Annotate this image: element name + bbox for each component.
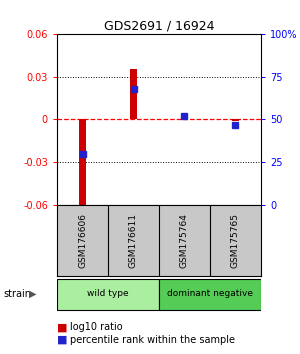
Text: ▶: ▶ — [28, 289, 36, 299]
Text: ■: ■ — [57, 322, 68, 332]
Text: GSM175764: GSM175764 — [180, 213, 189, 268]
FancyBboxPatch shape — [159, 279, 261, 310]
Text: GSM176611: GSM176611 — [129, 213, 138, 268]
Bar — [130, 69, 136, 120]
Text: GSM175765: GSM175765 — [231, 213, 240, 268]
Text: GSM176606: GSM176606 — [78, 213, 87, 268]
Title: GDS2691 / 16924: GDS2691 / 16924 — [104, 19, 214, 33]
Bar — [182, 115, 188, 120]
FancyBboxPatch shape — [57, 279, 159, 310]
Text: strain: strain — [3, 289, 31, 299]
Bar — [232, 120, 238, 121]
Text: ■: ■ — [57, 335, 68, 345]
Text: dominant negative: dominant negative — [167, 289, 253, 298]
Text: wild type: wild type — [87, 289, 129, 298]
Bar — [80, 120, 85, 210]
Text: percentile rank within the sample: percentile rank within the sample — [70, 335, 236, 345]
Text: log10 ratio: log10 ratio — [70, 322, 123, 332]
